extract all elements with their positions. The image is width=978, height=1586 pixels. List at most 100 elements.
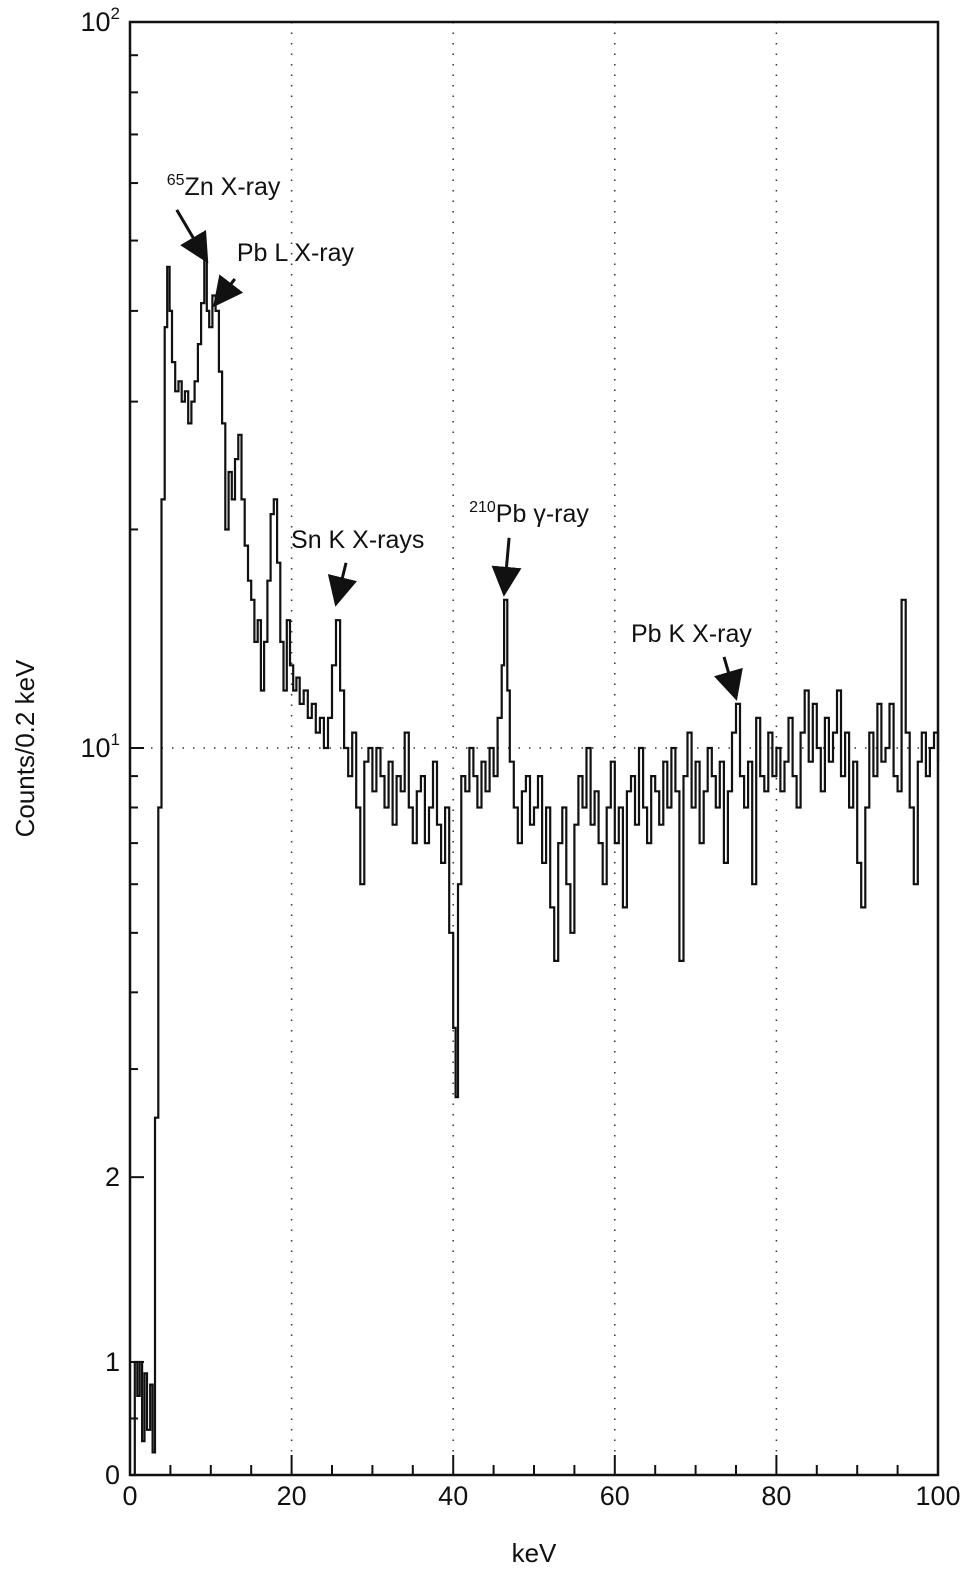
data-point bbox=[234, 458, 236, 460]
data-point bbox=[174, 390, 177, 393]
data-point bbox=[436, 823, 438, 826]
y-axis-title: Counts/0.2 keV bbox=[10, 659, 40, 837]
data-point bbox=[929, 747, 931, 749]
data-point bbox=[670, 747, 673, 749]
data-point bbox=[454, 1096, 457, 1099]
data-point bbox=[227, 471, 230, 473]
x-tick-label: 100 bbox=[915, 1481, 960, 1511]
data-point bbox=[419, 775, 422, 777]
data-point bbox=[302, 689, 305, 692]
data-point bbox=[444, 806, 447, 809]
data-point bbox=[561, 806, 564, 809]
annotation-label: Pb L X-ray bbox=[237, 239, 355, 267]
data-point bbox=[577, 775, 580, 777]
data-point bbox=[250, 598, 253, 601]
data-point bbox=[694, 760, 697, 763]
data-point bbox=[506, 689, 509, 692]
data-point bbox=[432, 760, 434, 763]
data-point bbox=[399, 790, 402, 793]
data-point bbox=[819, 790, 822, 793]
annotation-arrow bbox=[327, 562, 358, 607]
data-point bbox=[415, 790, 418, 793]
data-point bbox=[276, 561, 278, 564]
data-point bbox=[187, 422, 190, 425]
data-point bbox=[295, 676, 298, 679]
data-point bbox=[605, 806, 608, 809]
data-point bbox=[686, 731, 689, 734]
data-point bbox=[285, 619, 288, 622]
y-tick-label: 1 bbox=[105, 1347, 120, 1377]
annotation-label: 65Zn X-ray bbox=[167, 172, 281, 201]
data-point bbox=[371, 790, 374, 793]
annotation-arrow bbox=[714, 656, 743, 701]
data-point bbox=[343, 747, 346, 749]
data-point bbox=[900, 598, 903, 601]
data-point bbox=[151, 1451, 154, 1454]
data-point bbox=[253, 641, 256, 643]
data-point bbox=[654, 790, 657, 793]
data-point bbox=[747, 760, 750, 763]
data-point bbox=[512, 806, 515, 809]
data-point bbox=[298, 703, 301, 705]
annotation-label: 210Pb γ-ray bbox=[469, 499, 589, 528]
data-point bbox=[457, 883, 459, 886]
data-point bbox=[714, 806, 717, 809]
data-point bbox=[892, 775, 895, 777]
data-point bbox=[500, 664, 503, 667]
data-point bbox=[383, 806, 386, 809]
data-point bbox=[916, 760, 919, 763]
data-point bbox=[318, 717, 321, 719]
data-point bbox=[359, 883, 362, 886]
series-layer bbox=[131, 259, 940, 1477]
data-point bbox=[237, 433, 240, 436]
data-point bbox=[269, 513, 272, 515]
data-point bbox=[310, 703, 313, 705]
data-point bbox=[533, 806, 535, 809]
data-point bbox=[751, 883, 754, 886]
data-point bbox=[448, 931, 451, 934]
data-point bbox=[856, 861, 859, 864]
data-point bbox=[335, 619, 337, 622]
data-point bbox=[718, 760, 721, 763]
data-point bbox=[327, 717, 329, 719]
data-point bbox=[196, 343, 199, 346]
data-point bbox=[727, 790, 729, 793]
data-point bbox=[840, 775, 842, 777]
data-point bbox=[211, 294, 214, 297]
data-point bbox=[136, 1395, 139, 1397]
data-point bbox=[706, 747, 709, 749]
data-point bbox=[759, 775, 762, 777]
data-point bbox=[163, 326, 166, 328]
data-point bbox=[678, 960, 681, 962]
data-point bbox=[848, 806, 851, 809]
data-point bbox=[920, 731, 923, 734]
data-point bbox=[735, 703, 737, 705]
data-point bbox=[828, 760, 830, 763]
data-point bbox=[331, 664, 333, 667]
data-point bbox=[609, 760, 612, 763]
data-point bbox=[464, 790, 467, 793]
data-point bbox=[224, 528, 227, 531]
data-point bbox=[166, 265, 169, 268]
data-point bbox=[529, 823, 531, 826]
data-point bbox=[143, 1372, 146, 1375]
data-point bbox=[476, 806, 479, 809]
data-point bbox=[411, 842, 414, 845]
data-point bbox=[403, 731, 406, 734]
data-point bbox=[698, 842, 701, 845]
data-point bbox=[872, 775, 875, 777]
y-tick-label: 102 bbox=[80, 4, 120, 37]
data-point bbox=[424, 842, 426, 845]
data-point bbox=[259, 689, 262, 692]
data-point bbox=[339, 689, 341, 692]
data-point bbox=[743, 806, 745, 809]
data-point bbox=[658, 823, 661, 826]
x-tick-label: 20 bbox=[277, 1481, 307, 1511]
data-point bbox=[638, 747, 640, 749]
data-point bbox=[171, 361, 173, 364]
data-point bbox=[666, 806, 669, 809]
data-point bbox=[200, 302, 203, 305]
data-point bbox=[852, 760, 855, 763]
data-point bbox=[214, 310, 217, 312]
data-point bbox=[480, 760, 483, 763]
